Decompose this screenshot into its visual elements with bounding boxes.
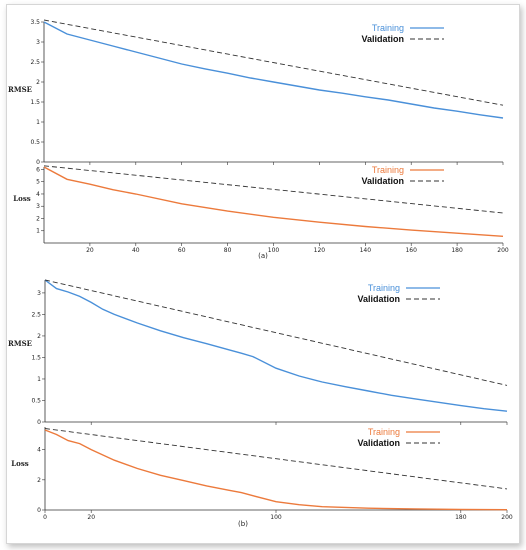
legend-entry-training: Training [368,427,400,437]
legend-entry-validation: Validation [357,438,400,448]
y-tick-label: 1 [36,119,40,126]
y-tick-label: 4 [37,447,41,454]
series-validation-line [44,428,508,490]
x-tick-label: 20 [86,247,94,254]
caption-a: (a) [258,252,268,260]
caption-b: (b) [238,520,248,528]
y-tick-label: 1 [37,376,41,383]
y-tick-label: 3 [36,39,40,46]
x-tick-label: 20 [87,514,95,521]
series-training-line [43,21,504,119]
y-tick-label: 0 [36,159,40,166]
y-tick-label: 0 [37,419,41,426]
y-tick-label: 3 [36,203,40,210]
x-tick-label: 180 [455,514,467,521]
series-training-line [43,166,504,237]
y-tick-label: 1.5 [30,99,40,106]
y-tick-label: 2 [37,477,41,484]
x-tick-label: 80 [224,247,232,254]
x-tick-label: 100 [268,247,280,254]
x-tick-label: 0 [43,514,47,521]
legend-entry-validation: Validation [361,34,404,44]
x-tick-label: 200 [501,514,513,521]
y-tick-label: 0 [37,507,41,514]
x-tick-label: 200 [497,247,509,254]
y-tick-label: 5 [36,179,40,186]
y-tick-label: 3 [37,290,41,297]
y-tick-label: 1 [36,228,40,235]
series-training-line [44,429,508,511]
series-training-line [44,279,508,412]
y-tick-label: 2 [37,333,41,340]
series-validation-line [44,279,508,386]
series-validation-line [43,165,504,214]
y-tick-label: 2.5 [30,59,40,66]
x-tick-label: 60 [178,247,186,254]
chart-a-loss: 1 2 3 4 5 6 20 40 60 80 100 120 140 160 180 200 Loss Trai… [13,165,509,254]
x-tick-label: 160 [405,247,417,254]
legend-entry-validation: Validation [357,294,400,304]
y-tick-label: 2 [36,215,40,222]
x-tick-label: 120 [314,247,326,254]
y-axis-label: RMSE [8,339,32,348]
y-tick-label: 0.5 [31,397,41,404]
legend-entry-training: Training [368,283,400,293]
y-tick-label: 1.5 [31,354,41,361]
figure-frame [6,4,520,544]
y-axis-label: Loss [13,194,31,203]
legend-entry-validation: Validation [361,176,404,186]
y-tick-label: 0.5 [30,139,40,146]
x-tick-label: 180 [451,247,463,254]
x-tick-label: 140 [360,247,372,254]
x-tick-label: 40 [132,247,140,254]
y-tick-label: 6 [36,166,40,173]
y-tick-label: 4 [36,191,40,198]
series-validation-line [43,19,504,106]
y-tick-label: 3.5 [30,19,40,26]
x-tick-label: 100 [270,514,282,521]
y-axis-label: RMSE [8,85,32,94]
legend-entry-training: Training [372,23,404,33]
legend-entry-training: Training [372,165,404,175]
y-tick-label: 2.5 [31,311,41,318]
y-axis-label: Loss [11,459,29,468]
y-tick-label: 2 [36,79,40,86]
